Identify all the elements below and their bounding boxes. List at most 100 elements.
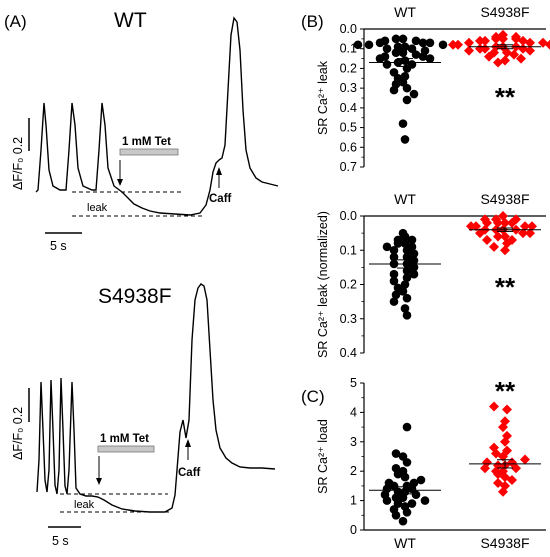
data-point-s4938f — [491, 33, 501, 44]
data-point-wt — [400, 280, 410, 289]
data-point-wt — [425, 54, 435, 63]
data-point-s4938f — [502, 47, 512, 58]
y-tick-label: 0.4 — [340, 346, 357, 360]
y-tick-label: 0.3 — [340, 312, 357, 326]
data-point-wt — [389, 276, 399, 286]
wt-x-scale-label: 5 s — [50, 239, 67, 253]
panel-c-tag: (C) — [301, 387, 325, 406]
data-point-wt — [402, 83, 412, 93]
data-point-wt — [416, 475, 426, 485]
data-point-s4938f — [500, 416, 510, 427]
data-point-s4938f — [475, 35, 485, 46]
data-point-s4938f — [498, 33, 508, 44]
data-point-s4938f — [520, 454, 530, 465]
data-point-wt — [389, 252, 399, 262]
data-point-wt — [391, 48, 401, 57]
significance-marker: ** — [495, 272, 516, 302]
wt-y-scale-label: ΔF/F₀ 0.2 — [11, 137, 25, 190]
data-point-wt — [400, 135, 410, 144]
wt-tet-arrowhead — [117, 179, 123, 186]
data-point-s4938f — [475, 43, 485, 54]
data-point-wt — [409, 256, 419, 265]
y-tick-label: 0 — [350, 523, 357, 537]
y-tick-label: 0.1 — [340, 243, 357, 257]
wt-tet-label: 1 mM Tet — [122, 136, 171, 148]
data-point-wt — [384, 478, 394, 488]
data-point-s4938f — [511, 33, 521, 44]
data-point-wt — [402, 293, 412, 303]
data-point-wt — [411, 50, 421, 59]
data-point-wt — [398, 34, 408, 44]
data-point-s4938f — [489, 401, 499, 412]
data-point-s4938f — [507, 217, 517, 228]
scatter-plots: 0.0 0.1 0.2 0.3 0.4 0.5 0.6 0.7 SR Ca²⁺ leak WT S4… — [316, 4, 550, 551]
s4938f-caff-arrowhead — [185, 439, 191, 447]
y-tick-label: 0.1 — [340, 42, 357, 56]
data-point-wt — [402, 273, 412, 282]
significance-marker: ** — [495, 376, 516, 406]
data-point-s4938f — [509, 49, 519, 60]
data-point-wt — [409, 263, 419, 272]
data-point-s4938f — [475, 228, 485, 239]
data-point-wt — [382, 44, 392, 54]
data-point-wt — [407, 499, 417, 508]
data-point-wt — [409, 269, 419, 279]
data-point-s4938f — [493, 477, 503, 488]
data-point-wt — [411, 36, 421, 46]
data-point-s4938f — [538, 37, 548, 48]
wt-caff-arrowhead — [216, 167, 222, 175]
data-point-s4938f — [482, 457, 492, 468]
s4938f-y-scale-label: ΔF/F₀ 0.2 — [11, 407, 25, 460]
y-tick-label: 4 — [350, 405, 357, 419]
wt-leak-label: leak — [87, 202, 108, 214]
data-point-s4938f — [464, 45, 474, 56]
scatter-panel-b-top: 0.0 0.1 0.2 0.3 0.4 0.5 0.6 0.7 SR Ca²⁺ leak WT S4… — [316, 4, 550, 174]
data-point-wt — [375, 54, 385, 63]
y-tick-label: 0.2 — [340, 61, 357, 75]
data-point-s4938f — [466, 221, 476, 232]
data-point-wt — [391, 34, 401, 44]
y-tick-label: 0.2 — [340, 278, 357, 292]
data-point-s4938f — [525, 228, 535, 239]
s4938f-calcium-trace — [36, 283, 276, 513]
significance-marker: ** — [495, 82, 516, 112]
s4938f-leak-label: leak — [74, 499, 95, 511]
y-tick-label: 0.6 — [340, 140, 357, 154]
data-point-wt — [389, 297, 399, 306]
data-point-s4938f — [482, 234, 492, 245]
data-point-s4938f — [500, 55, 510, 66]
data-point-s4938f — [448, 39, 458, 50]
data-point-s4938f — [545, 39, 550, 50]
data-point-wt — [402, 252, 412, 262]
y-tick-label: 2 — [350, 464, 357, 478]
group-label-wt: WT — [394, 535, 416, 551]
wt-calcium-trace — [35, 16, 279, 216]
data-point-wt — [398, 48, 408, 57]
scatter-panel-b-bottom: 0.0 0.1 0.2 0.3 0.4 SR Ca²⁺ leak (normalized)… — [316, 191, 546, 360]
data-point-wt — [398, 119, 408, 128]
data-point-wt — [398, 466, 408, 476]
data-point-wt — [400, 502, 410, 511]
data-point-s4938f — [484, 51, 494, 62]
data-point-wt — [402, 64, 412, 73]
y-tick-label: 0.7 — [340, 160, 357, 174]
data-point-s4938f — [489, 241, 499, 252]
data-point-wt — [425, 38, 435, 48]
data-point-wt — [393, 239, 403, 248]
data-point-wt — [400, 239, 410, 248]
data-point-wt — [398, 452, 408, 461]
y-axis-label: SR Ca²⁺ leak (normalized) — [316, 211, 330, 358]
data-point-wt — [409, 89, 419, 99]
data-point-wt — [400, 232, 410, 241]
data-point-s4938f — [518, 228, 528, 239]
wt-tet-bar — [119, 148, 179, 156]
data-point-wt — [389, 245, 399, 255]
scatter-panel-c: 0 1 2 3 4 5 SR Ca²⁺ load WT S4938F ** — [316, 376, 546, 551]
data-point-s4938f — [518, 43, 528, 54]
data-point-s4938f — [525, 37, 535, 48]
data-point-wt — [407, 235, 417, 245]
data-point-wt — [382, 60, 392, 69]
data-point-wt — [420, 496, 430, 505]
data-point-wt — [353, 40, 363, 50]
s4938f-x-scale-label: 5 s — [52, 534, 69, 548]
